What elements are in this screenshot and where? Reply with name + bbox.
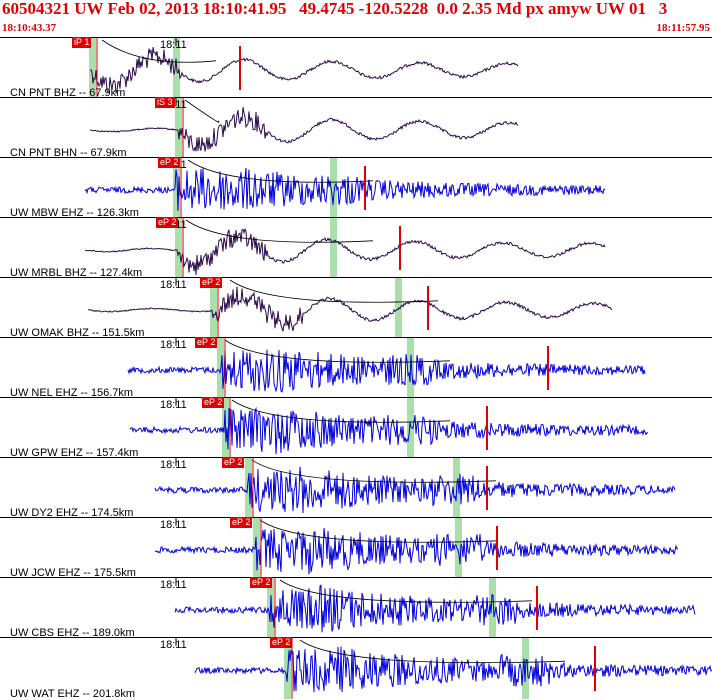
coda-envelope — [184, 99, 220, 123]
phase-pick-flag[interactable]: eP 2 — [158, 157, 181, 168]
trace-plot — [129, 398, 649, 458]
coda-envelope — [187, 159, 374, 183]
trace-plot — [175, 638, 712, 699]
waveform-trace — [84, 227, 606, 275]
s-window-marker — [330, 158, 337, 218]
channel-label: UW MBW EHZ -- 126.3km — [10, 207, 139, 219]
p-window-marker — [245, 458, 252, 518]
phase-pick-flag[interactable]: eP 2 — [200, 277, 223, 288]
coda-envelope — [101, 39, 217, 63]
time-tick-label: 18:11 — [160, 639, 187, 651]
trace-plot — [174, 578, 696, 638]
p-window-marker — [89, 38, 96, 98]
channel-label: UW JCW EHZ -- 175.5km — [10, 567, 136, 579]
header: 60504321 UW Feb 02, 2013 18:10:41.95 49.… — [0, 0, 712, 36]
coda-envelope — [229, 279, 439, 303]
s-window-marker — [455, 518, 462, 578]
coda-envelope — [299, 639, 566, 664]
trace-plot — [89, 38, 519, 98]
time-tick-label: 18:11 — [160, 279, 187, 291]
phase-pick-flag[interactable]: eP 2 — [250, 577, 273, 588]
trace-plot — [87, 278, 613, 338]
phase-pick-flag[interactable]: iS 3 — [155, 97, 175, 108]
seismogram-panel[interactable]: 18:11 eP 2 UW GPW EHZ -- 157.4km — [0, 397, 712, 459]
phase-pick-flag[interactable]: eP 2 — [156, 217, 179, 228]
channel-label: UW CBS EHZ -- 189.0km — [10, 627, 135, 639]
channel-label: UW NEL EHZ -- 156.7km — [10, 387, 134, 399]
seismogram-panel[interactable]: 18:11 eP 2 UW CBS EHZ -- 189.0km — [0, 577, 712, 639]
time-tick-label: 18:11 — [160, 339, 187, 351]
end-time: 18:11:57.95 — [656, 22, 710, 34]
trace-plot — [127, 338, 646, 398]
waveform-trace — [154, 528, 679, 575]
start-time: 18:10:43.37 — [2, 22, 57, 34]
coda-envelope — [224, 339, 451, 363]
coda-envelope — [185, 219, 374, 243]
time-tick-label: 18:11 — [160, 399, 187, 411]
channel-label: CN PNT BHZ -- 67.9km — [10, 87, 126, 99]
phase-pick-flag[interactable]: eP 2 — [202, 397, 225, 408]
coda-envelope — [259, 519, 499, 543]
channel-label: CN PNT BHN -- 67.9km — [10, 147, 127, 159]
waveform-trace — [89, 47, 519, 94]
seismogram-panel[interactable]: 18:11 eP 2 UW OMAK BHZ -- 151.5km — [0, 277, 712, 339]
trace-plot — [154, 518, 679, 578]
phase-pick-flag[interactable]: eP 2 — [230, 517, 253, 528]
waveform-trace — [84, 167, 606, 211]
p-window-marker — [173, 158, 180, 218]
waveform-trace — [90, 107, 519, 152]
waveform-trace — [129, 406, 649, 455]
trace-plot — [84, 158, 606, 218]
seismogram-panel[interactable]: 18:11 eP 2 UW JCW EHZ -- 175.5km — [0, 517, 712, 579]
time-tick-label: 18:11 — [160, 39, 187, 51]
p-window-marker — [210, 278, 217, 338]
phase-pick-flag[interactable]: eP 2 — [270, 637, 293, 648]
waveform-trace — [174, 584, 696, 633]
waveform-trace — [87, 286, 613, 332]
p-window-marker — [175, 218, 182, 278]
channel-label: UW GPW EHZ -- 157.4km — [10, 447, 139, 459]
phase-pick-flag[interactable]: iP 1 — [72, 37, 92, 48]
phase-pick-flag[interactable]: eP 2 — [222, 457, 245, 468]
coda-envelope — [231, 399, 451, 423]
channel-label: UW WAT EHZ -- 201.8km — [10, 688, 136, 700]
seismogram-panel[interactable]: 18:11iS 3CN PNT BHN -- 67.9km — [0, 97, 712, 159]
s-window-marker — [175, 98, 182, 158]
trace-plot — [154, 458, 676, 518]
s-window-marker — [330, 218, 337, 278]
channel-label: UW OMAK BHZ -- 151.5km — [10, 327, 145, 339]
phase-pick-flag[interactable]: eP 2 — [195, 337, 218, 348]
time-tick-label: 18:11 — [160, 459, 187, 471]
waveform-trace — [154, 466, 676, 514]
coda-envelope — [251, 459, 497, 483]
time-tick-label: 18:11 — [160, 519, 187, 531]
channel-label: UW MRBL BHZ -- 127.4km — [10, 267, 143, 279]
channel-label: UW DY2 EHZ -- 174.5km — [10, 507, 134, 519]
event-title: 60504321 UW Feb 02, 2013 18:10:41.95 49.… — [2, 0, 668, 18]
waveform-trace — [194, 646, 712, 693]
s-window-marker — [407, 398, 414, 458]
coda-envelope — [279, 579, 533, 603]
s-window-marker — [489, 578, 496, 638]
seismogram-panel[interactable]: 18:11 eP 2 UW NEL EHZ -- 156.7km — [0, 337, 712, 399]
seismogram-panels: 18:11 iP 1 CN PNT BHZ -- 67.9km 18:11 iS 3 CN… — [0, 37, 712, 700]
time-tick-label: 18:11 — [160, 579, 187, 591]
trace-plot — [84, 218, 606, 278]
seismogram-panel[interactable]: 18:11 eP 2 UW DY2 EHZ -- 174.5km — [0, 457, 712, 519]
trace-plot — [90, 98, 519, 158]
seismogram-panel[interactable]: 18:11 iP 1 CN PNT BHZ -- 67.9km — [0, 37, 712, 99]
seismogram-panel[interactable]: 18:11 eP 2 UW WAT EHZ -- 201.8km — [0, 637, 712, 700]
waveform-trace — [127, 349, 646, 393]
